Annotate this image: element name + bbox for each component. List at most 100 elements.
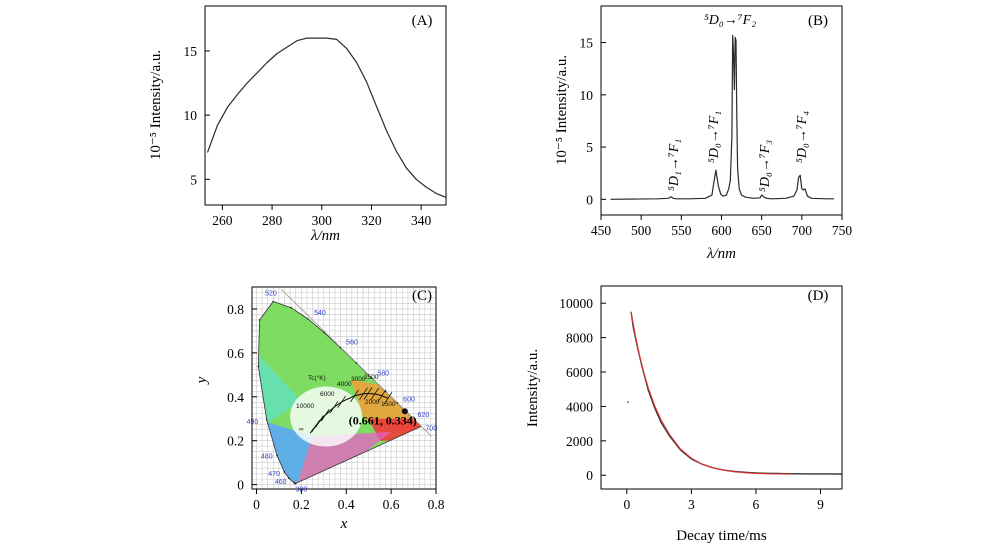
cie-isotherm [383,392,393,405]
panel-b-label: (B) [808,13,828,29]
panel-a-x-tick-label: 260 [212,213,233,228]
panel-b-annotation: ⁵D₀→⁷F₃ [758,140,773,192]
cie-isotherm [377,389,387,402]
panel-c-x-tick-label: 0.6 [383,497,400,512]
panel-d-y-tick-label: 10000 [559,296,593,311]
cie-cct-label: 3000 [351,376,366,383]
panel-b-frame [600,5,843,216]
panel-b-x-tick-label: 550 [671,223,692,238]
panel-c-x-tick-label: 0 [253,497,260,512]
cie-locus-tick [414,419,417,422]
panel-a-x-tick-label: 340 [411,213,432,228]
panel-d-x-tick-label: 9 [817,497,824,512]
panel-a-y-tick-label: 15 [184,44,198,59]
cie-locus-tick [293,481,295,484]
cie-locus-tick [410,416,413,418]
panel-b-annotation: ⁵D₁→⁷F₁ [667,139,682,191]
cie-cct-label: 10000 [296,403,314,410]
cie-wavelength-label: 560 [346,340,358,347]
cie-locus-tick [323,331,325,334]
panel-b-y-tick-label: 5 [586,140,593,155]
panel-c-x-tick-label: 0.2 [293,497,310,512]
panel-d-x-tick-label: 3 [688,497,695,512]
panel-a-y-tick-label: 5 [190,172,197,187]
panel-a-label: (A) [412,13,433,29]
panel-c-x-tick-label: 0.4 [338,497,355,512]
panel-c-y-tick-label: 0.6 [227,346,244,361]
cie-isotherm [370,387,380,401]
panel-d-x-label: Decay time/ms [676,528,767,544]
cie-cct-label: Tc(°K) [308,374,326,382]
panel-d-y-tick-label: 0 [586,468,593,483]
panel-b-x-tick-label: 600 [711,223,732,238]
cie-isotherm [359,387,368,400]
panel-a-x-tick-label: 300 [312,213,333,228]
panel-c-frame [251,286,437,490]
panel-c-label: (C) [412,288,432,304]
cie-locus-tick [294,482,296,485]
panel-d-y-tick-label: 6000 [566,365,593,380]
cie-cct-label: ∞ [299,426,304,433]
cie-cct-label: 4000 [337,381,352,388]
panel-a-series-line [206,37,447,198]
panel-b-x-label: λ/nm [706,246,736,262]
cie-wavelength-label: 580 [377,371,389,378]
panel-b-annotation: ⁵D₀→⁷F₂ [704,13,756,28]
panel-c-y-tick-label: 0 [237,478,244,493]
panel-c-y-tick-label: 0.8 [227,302,244,317]
panel-a-frame [204,5,447,206]
panel-d-x-tick-label: 6 [753,497,760,512]
cie-isotherm [329,401,339,414]
cie-locus-tick [283,471,286,473]
panel-c-x-label: x [340,516,348,532]
cie-locus-tick [396,402,398,404]
panel-b-series-line [610,34,834,200]
cie-coordinate-point [401,408,408,415]
cie-color-fill [258,301,422,484]
cie-isotherm [320,409,330,422]
panel-b-x-tick-label: 700 [792,223,813,238]
panel-d-y-tick-label: 4000 [566,399,593,414]
cie-cct-label: 2000 [365,399,380,406]
cie-cct-label: 1500 [381,401,396,408]
cie-locus-tick [355,362,357,364]
panel-b-x-tick-label: 500 [631,223,652,238]
panel-d-label: (D) [808,288,829,304]
panel-d-y-tick-label: 8000 [566,331,593,346]
panel-b-y-tick-label: 10 [580,88,594,103]
panel-d-outlier-point [626,401,629,404]
cie-locus-tick [339,346,342,349]
cie-locus-tick [307,318,309,320]
panel-b-annotation: ⁵D₀→⁷F₁ [707,111,722,163]
panel-c-x-tick-label: 0.8 [428,497,445,512]
panel-b-y-label: 10⁻⁵ Intensity/a.u. [554,55,570,165]
panel-a-y-label: 10⁻⁵ Intensity/a.u. [148,50,164,160]
panel-d-fit-line [630,311,791,475]
cie-wavelength-label: 600 [403,397,415,404]
cie-point-label: (0.661, 0.334) [349,413,417,427]
panel-d-data-line [630,311,843,475]
panel-b-annotation: ⁵D₀→⁷F₄ [795,111,810,163]
cie-isotherm [315,415,324,428]
cie-cct-label: 6000 [320,391,335,398]
panel-b-x-tick-label: 750 [832,223,853,238]
panel-a-x-tick-label: 320 [361,213,382,228]
cie-locus-tick [288,477,290,479]
cie-wavelength-label: 480 [261,453,273,460]
cie-isotherm [350,389,359,403]
cie-locus-tick [272,300,274,303]
panel-c-y-tick-label: 0.4 [227,390,244,405]
panel-a-x-tick-label: 280 [262,213,283,228]
panel-b-y-tick-label: 0 [586,192,593,207]
panel-d-x-tick-label: 0 [623,497,630,512]
cie-fill-white [290,386,363,447]
cie-locus-tick [265,419,268,421]
cie-wavelength-label: 620 [418,412,430,419]
cie-wavelength-label: 700 [425,425,437,432]
panel-b-emission-spectrum: 450 500 550 600 650 700 750 0 5 10 15 (B) λ/nm 10⁻⁵ I… [554,5,853,262]
cie-cct-label: 2500 [364,374,379,381]
panel-a-x-label: λ/nm [310,228,340,244]
cie-isotherm [363,387,373,400]
